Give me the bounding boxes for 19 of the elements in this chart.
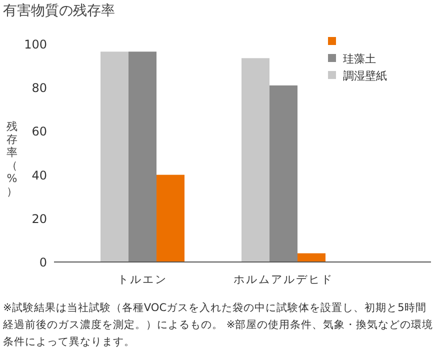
bar [298, 253, 326, 262]
y-tick-label: 100 [24, 38, 47, 52]
y-tick-label: 40 [32, 168, 47, 182]
bar [270, 85, 298, 262]
y-tick-label: 60 [32, 124, 47, 139]
y-tick-label: 80 [32, 81, 47, 96]
chart-title: 有害物質の残存率 [3, 2, 115, 20]
legend-label: 調湿壁紙 [343, 70, 387, 82]
legend-label: 珪藻土 [343, 52, 376, 66]
y-axis-title: 残存率（%） [6, 120, 18, 198]
bar [100, 52, 128, 262]
bar [128, 52, 156, 262]
x-tick-label: トルエン [118, 273, 168, 286]
y-tick-label: 0 [39, 256, 47, 270]
text: ※試験結果は当社試験（各種VOCガスを入れた袋の中に試験体を設置し、初期と5時間経過前後のガス濃度を測定。）によるもの。 ※部屋の使用条件、気象・換気などの環境条件によって異なります。 [3, 301, 434, 350]
x-tick-label: ホルムアルデヒド [234, 273, 334, 286]
bar [242, 58, 270, 262]
bar [156, 174, 184, 262]
y-tick-label: 20 [32, 212, 47, 226]
